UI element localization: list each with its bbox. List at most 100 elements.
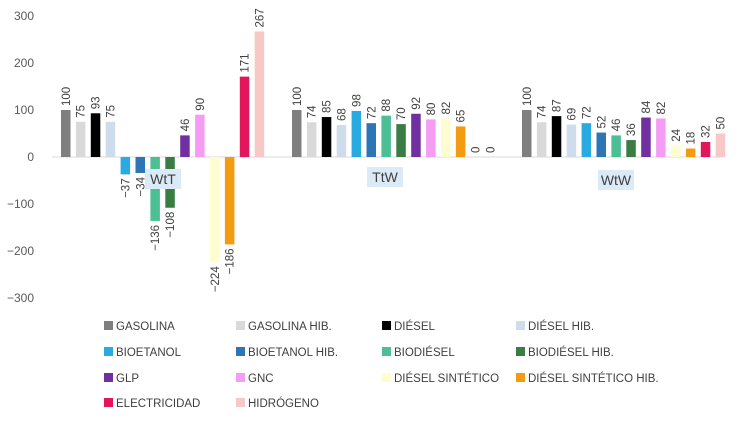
legend-label: GLP <box>116 373 139 385</box>
data-label: 46 <box>611 119 623 132</box>
data-label: 69 <box>566 108 578 121</box>
bar <box>566 124 577 157</box>
legend-swatch <box>236 398 245 407</box>
category-label-bg <box>598 170 634 190</box>
data-label: 68 <box>336 108 348 121</box>
legend-label: GASOLINA <box>116 321 175 333</box>
data-label: 72 <box>366 106 378 119</box>
data-label: 85 <box>322 100 334 113</box>
legend-label: DIÉSEL HIB. <box>528 320 594 333</box>
category-label-bg <box>145 169 181 189</box>
data-label: −108 <box>165 212 177 238</box>
bar <box>411 113 421 157</box>
data-label: 93 <box>91 96 103 109</box>
legend-swatch <box>104 347 113 356</box>
bar <box>381 115 391 157</box>
data-label: −34 <box>135 176 147 196</box>
bar <box>522 110 532 157</box>
bar <box>239 76 250 157</box>
data-label: 87 <box>552 99 564 112</box>
bar <box>120 157 131 175</box>
bar <box>455 126 466 157</box>
bar <box>75 121 86 157</box>
bar <box>292 110 302 157</box>
legend-swatch <box>382 321 391 330</box>
bar <box>426 119 436 157</box>
bar <box>61 110 71 157</box>
bar <box>105 121 116 157</box>
data-label: 80 <box>426 103 438 116</box>
legend: GASOLINA GASOLINA HIB. DIÉSEL DIÉSEL HIB. BI… <box>104 320 659 410</box>
bar <box>254 31 265 157</box>
data-label: 100 <box>61 87 73 106</box>
y-tick-label: 200 <box>14 56 34 70</box>
data-label: 75 <box>105 105 117 118</box>
data-label: 88 <box>381 99 393 112</box>
data-label: 90 <box>195 98 207 111</box>
legend-label: GASOLINA HIB. <box>248 321 332 333</box>
y-tick-label: 0 <box>27 150 34 164</box>
data-label: 98 <box>351 94 363 107</box>
bar <box>700 141 711 157</box>
data-label: −136 <box>150 225 162 251</box>
legend-label: DIÉSEL SINTÉTICO <box>394 372 499 385</box>
legend-swatch <box>236 373 245 382</box>
bar <box>671 145 681 157</box>
legend-swatch <box>382 347 391 356</box>
legend-swatch <box>236 321 245 330</box>
data-label: 0 <box>485 147 497 153</box>
bar <box>715 133 726 157</box>
bar <box>685 148 696 157</box>
data-label: −37 <box>120 178 132 198</box>
bar <box>351 110 362 157</box>
data-label: 84 <box>641 100 653 113</box>
data-label: 75 <box>76 105 88 118</box>
y-tick-label: −100 <box>7 197 34 211</box>
data-label: 92 <box>411 97 423 110</box>
bar <box>641 117 651 157</box>
legend-swatch <box>104 321 113 330</box>
legend-label: BIOETANOL HIB. <box>248 347 338 359</box>
legend-swatch <box>516 321 525 330</box>
data-label: −224 <box>210 266 222 293</box>
data-label: 32 <box>701 125 713 138</box>
bar <box>626 140 636 157</box>
data-label: 50 <box>715 117 727 130</box>
bar <box>656 118 666 157</box>
legend-label: ELECTRICIDAD <box>116 398 200 410</box>
category-label: WtW <box>601 172 632 188</box>
data-label: 72 <box>581 106 593 119</box>
data-label: 36 <box>626 123 638 136</box>
data-label: 267 <box>254 8 266 27</box>
data-label: 52 <box>596 116 608 129</box>
legend-label: BIODIÉSEL HIB. <box>528 346 614 359</box>
bar <box>441 118 451 157</box>
legend-label: DIÉSEL SINTÉTICO HIB. <box>528 372 659 385</box>
bar <box>611 135 621 157</box>
data-label: 100 <box>522 87 534 106</box>
data-label: 46 <box>180 119 192 132</box>
category-labels: WtT TtW WtW <box>145 167 634 190</box>
legend-swatch <box>382 373 391 382</box>
bar <box>180 135 190 157</box>
y-tick-label: −300 <box>7 291 34 305</box>
bar <box>321 117 332 157</box>
bar <box>135 157 145 173</box>
data-label: 70 <box>396 107 408 120</box>
legend-label: BIODIÉSEL <box>394 346 455 359</box>
legend-swatch <box>516 347 525 356</box>
bar <box>551 116 562 157</box>
category-label: WtT <box>150 171 176 187</box>
y-tick-label: 100 <box>14 103 34 117</box>
bar <box>195 114 205 157</box>
data-label: 82 <box>441 102 453 115</box>
legend-swatch <box>104 373 113 382</box>
data-label: 74 <box>307 105 319 118</box>
bar <box>210 157 220 263</box>
data-label: 0 <box>471 147 483 153</box>
legend-label: DIÉSEL <box>394 320 436 333</box>
bar <box>366 123 376 157</box>
legend-label: BIOETANOL <box>116 347 182 359</box>
data-label: 82 <box>656 102 668 115</box>
